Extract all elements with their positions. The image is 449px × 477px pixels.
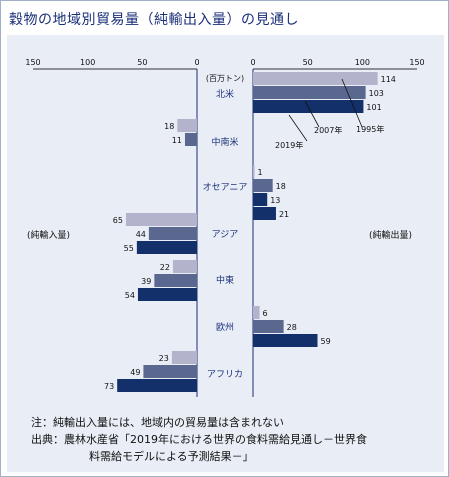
- data-label: 44: [136, 230, 146, 239]
- data-label: 28: [287, 323, 297, 332]
- bar: [171, 351, 197, 364]
- region-label: 北米: [216, 88, 234, 100]
- bar: [253, 72, 378, 85]
- data-label: 65: [113, 216, 123, 225]
- right-tick-label: 50: [303, 58, 313, 67]
- bar: [136, 241, 197, 254]
- bar: [253, 334, 318, 347]
- data-label: 103: [369, 89, 384, 98]
- source-text-line2: 料需給モデルによる予測結果－」: [89, 450, 254, 463]
- bar: [137, 288, 197, 301]
- bar: [117, 379, 197, 392]
- region-label: アフリカ: [207, 369, 243, 380]
- data-label: 101: [366, 103, 381, 112]
- left-axis-label: (純輸入量): [27, 229, 70, 241]
- data-label: 21: [279, 210, 289, 219]
- data-label: 23: [159, 354, 169, 363]
- left-tick-label: 150: [25, 58, 40, 67]
- region-label: オセアニア: [203, 182, 248, 193]
- left-tick-label: 100: [80, 58, 95, 67]
- data-label: 39: [141, 277, 151, 286]
- chart-svg: 150 100 50 0 0 50 100 150 (百万トン) (純輸入量) (純輸出量) 北米中南…: [25, 58, 425, 397]
- bar: [177, 119, 197, 132]
- left-tick-label: 0: [194, 58, 199, 67]
- bar: [253, 320, 284, 333]
- bar: [253, 165, 255, 178]
- bar: [253, 306, 260, 319]
- left-tick-label: 50: [137, 58, 147, 67]
- legend-leader-line: [288, 114, 308, 142]
- bar: [143, 365, 197, 378]
- data-label: 55: [124, 244, 134, 253]
- data-label: 114: [381, 75, 396, 84]
- data-label: 11: [172, 136, 182, 145]
- bar: [148, 227, 197, 240]
- bar: [253, 179, 273, 192]
- right-axis-label: (純輸出量): [369, 229, 412, 241]
- source-text-line1: 出典：農林水産省「2019年における世界の食料需給見通し－世界食: [31, 433, 367, 446]
- data-label: 6: [263, 309, 268, 318]
- bar: [154, 274, 197, 287]
- data-label: 54: [125, 291, 135, 300]
- note-text: 注：純輸出入量には、地域内の貿易量は含まれない: [31, 416, 284, 429]
- region-label: 中東: [216, 274, 234, 286]
- legend-leader-line: [341, 78, 363, 128]
- right-tick-label: 150: [409, 58, 424, 67]
- region-label: 中南米: [211, 136, 238, 148]
- chart-panel: 150 100 50 0 0 50 100 150 (百万トン) (純輸入量) (純輸出量) 北米中南…: [7, 35, 444, 472]
- data-label: 1: [258, 168, 263, 177]
- bar: [184, 133, 197, 146]
- region-label: 欧州: [216, 321, 234, 333]
- data-label: 18: [164, 122, 174, 131]
- bar: [172, 260, 197, 273]
- data-label: 22: [160, 263, 170, 272]
- right-tick-label: 100: [355, 58, 370, 67]
- notes-block: 注：純輸出入量には、地域内の貿易量は含まれない 出典：農林水産省「2019年にお…: [31, 414, 367, 465]
- bar: [253, 207, 276, 220]
- data-label: 73: [104, 382, 114, 391]
- unit-label: (百万トン): [206, 74, 244, 83]
- bar: [253, 86, 366, 99]
- chart-title: 穀物の地域別貿易量（純輸出入量）の見通し: [9, 12, 299, 28]
- data-label: 49: [130, 368, 140, 377]
- data-label: 18: [276, 182, 286, 191]
- legend-label: 2007年: [314, 125, 342, 135]
- bar: [253, 193, 268, 206]
- bar: [125, 213, 197, 226]
- right-tick-label: 0: [250, 58, 255, 67]
- data-label: 13: [270, 196, 280, 205]
- region-label: アジア: [212, 230, 239, 240]
- legend-label: 1995年: [356, 124, 384, 134]
- data-label: 59: [321, 337, 331, 346]
- legend-leader-line: [304, 100, 320, 128]
- legend-label: 2019年: [275, 140, 303, 150]
